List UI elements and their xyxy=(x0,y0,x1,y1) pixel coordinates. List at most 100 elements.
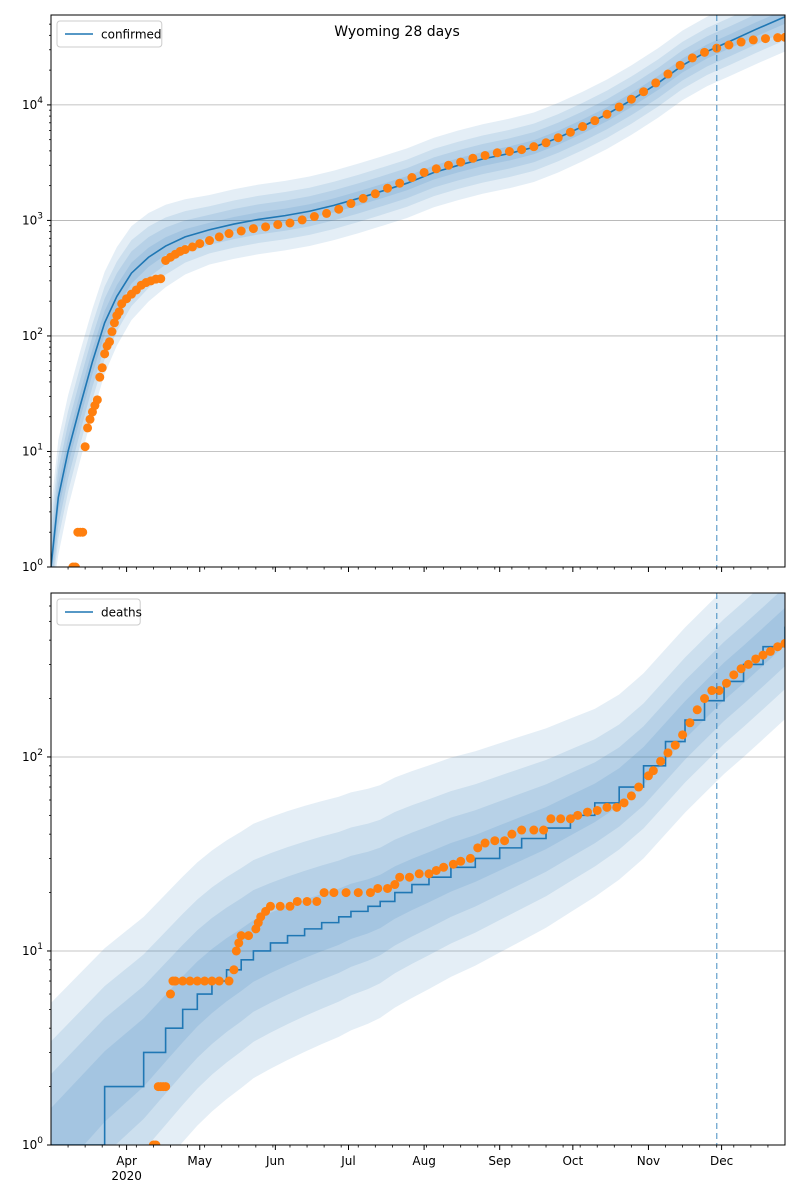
y-tick-label: 101 xyxy=(22,442,43,458)
observed-point xyxy=(395,872,405,882)
observed-point xyxy=(341,888,351,898)
observed-point xyxy=(161,1082,171,1092)
x-tick-label: 2020 xyxy=(111,1169,142,1183)
observed-point xyxy=(83,423,93,433)
observed-point xyxy=(500,836,510,846)
observed-point xyxy=(373,883,383,893)
y-tick-label-base: 10 xyxy=(22,560,37,574)
observed-point xyxy=(100,349,110,359)
observed-point xyxy=(302,896,312,906)
x-tick-label: Apr xyxy=(116,1154,137,1168)
observed-point xyxy=(353,888,363,898)
x-tick-label: Sep xyxy=(488,1154,511,1168)
observed-point xyxy=(619,798,629,808)
observed-point xyxy=(546,814,556,824)
observed-point xyxy=(383,183,393,193)
y-tick-label-base: 10 xyxy=(22,444,37,458)
observed-point xyxy=(231,946,241,956)
observed-point xyxy=(448,859,458,869)
observed-point xyxy=(365,888,375,898)
x-tick-label: May xyxy=(187,1154,212,1168)
observed-point xyxy=(95,372,105,382)
observed-point xyxy=(214,232,224,242)
observed-point xyxy=(729,670,739,680)
observed-point xyxy=(656,756,666,766)
observed-point xyxy=(319,888,329,898)
observed-point xyxy=(407,173,417,183)
observed-point xyxy=(322,208,332,218)
observed-point xyxy=(456,856,466,866)
y-tick-label-base: 10 xyxy=(22,1138,37,1152)
observed-point xyxy=(170,976,180,986)
observed-point xyxy=(556,814,566,824)
observed-point xyxy=(773,642,783,652)
observed-point xyxy=(504,147,514,157)
observed-point xyxy=(285,218,295,228)
observed-point xyxy=(114,307,124,317)
confidence-band xyxy=(51,593,785,1145)
observed-point xyxy=(224,229,234,239)
observed-point xyxy=(404,872,414,882)
y-tick-label-base: 10 xyxy=(22,750,37,764)
plot-area xyxy=(51,15,785,567)
observed-point xyxy=(312,896,322,906)
observed-point xyxy=(765,646,775,656)
y-tick-label-exponent: 0 xyxy=(37,558,43,568)
observed-point xyxy=(165,989,175,999)
observed-point xyxy=(205,236,215,246)
observed-point xyxy=(592,805,602,815)
plot-area xyxy=(51,593,785,1145)
observed-point xyxy=(648,766,658,776)
observed-point xyxy=(207,976,217,986)
observed-point xyxy=(602,802,612,812)
observed-point xyxy=(651,78,661,88)
observed-point xyxy=(517,145,527,155)
observed-point xyxy=(297,215,307,225)
observed-point xyxy=(187,242,197,252)
y-tick-label: 100 xyxy=(22,558,43,574)
observed-point xyxy=(687,53,697,63)
observed-point xyxy=(105,337,115,347)
observed-point xyxy=(395,178,405,188)
legend-box xyxy=(56,20,163,48)
observed-point xyxy=(383,883,393,893)
chart-title: Wyoming 28 days xyxy=(334,24,460,40)
y-tick-label: 100 xyxy=(22,1136,43,1152)
observed-point xyxy=(748,35,758,45)
observed-point xyxy=(490,836,500,846)
observed-point xyxy=(200,976,210,986)
y-tick-label-exponent: 0 xyxy=(37,1136,43,1146)
observed-point xyxy=(468,153,478,163)
observed-point xyxy=(602,109,612,119)
x-tick-label: Jul xyxy=(340,1154,355,1168)
observed-point xyxy=(80,442,90,452)
y-tick-label-exponent: 2 xyxy=(37,748,43,758)
observed-point xyxy=(529,142,539,152)
observed-point xyxy=(346,199,356,209)
observed-point xyxy=(480,838,490,848)
observed-point xyxy=(248,224,258,234)
observed-point xyxy=(180,245,190,255)
x-tick-label: Dec xyxy=(710,1154,733,1168)
observed-point xyxy=(265,901,275,911)
x-tick-label: Aug xyxy=(412,1154,435,1168)
observed-point xyxy=(700,694,710,704)
observed-point xyxy=(214,976,224,986)
observed-point xyxy=(92,395,102,405)
observed-point xyxy=(714,686,724,696)
observed-point xyxy=(109,318,119,328)
observed-point xyxy=(370,189,380,199)
observed-point xyxy=(275,901,285,911)
y-tick-label-exponent: 1 xyxy=(37,442,43,452)
observed-point xyxy=(185,976,195,986)
observed-point xyxy=(573,810,583,820)
y-tick-label: 102 xyxy=(22,327,43,343)
observed-point xyxy=(670,740,680,750)
observed-point xyxy=(70,562,80,567)
observed-point xyxy=(614,102,624,112)
observed-point xyxy=(480,150,490,160)
observed-point xyxy=(431,865,441,875)
y-tick-label-exponent: 2 xyxy=(37,327,43,337)
observed-point xyxy=(85,414,95,424)
